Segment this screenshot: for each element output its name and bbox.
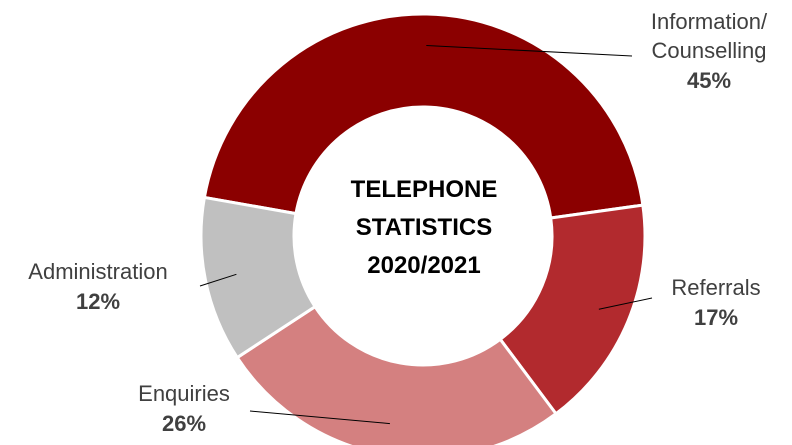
leader-line-3 [199, 273, 237, 287]
slice-3-value-label: 12% [76, 289, 120, 314]
slice-2-label-line-0: Enquiries [138, 381, 230, 406]
leader-line-2 [249, 410, 390, 425]
slice-labels: Information/Counselling 45% Referrals 17% En… [28, 9, 768, 436]
leader-lines [199, 45, 653, 425]
slice-0-label-line-1: Counselling [652, 38, 767, 63]
slice-3 [199, 195, 318, 360]
slice-1 [498, 203, 647, 416]
slice-3-label-line-0: Administration [28, 259, 167, 284]
leader-line-0 [426, 45, 633, 57]
leader-line-1 [598, 297, 653, 310]
center-title-line-3: 2020/2021 [367, 252, 480, 279]
slice-2 [235, 304, 559, 445]
center-title-line-2: STATISTICS [356, 214, 492, 241]
slice-1-label-line-0: Referrals [671, 275, 760, 300]
slice-0 [202, 12, 645, 220]
slice-0-label-line-0: Information/ [651, 9, 768, 34]
center-title-line-1: TELEPHONE [351, 176, 498, 203]
slice-2-value-label: 26% [162, 411, 206, 436]
donut-slices [199, 12, 647, 445]
slice-0-value-label: 45% [687, 68, 731, 93]
slice-1-value-label: 17% [694, 305, 738, 330]
